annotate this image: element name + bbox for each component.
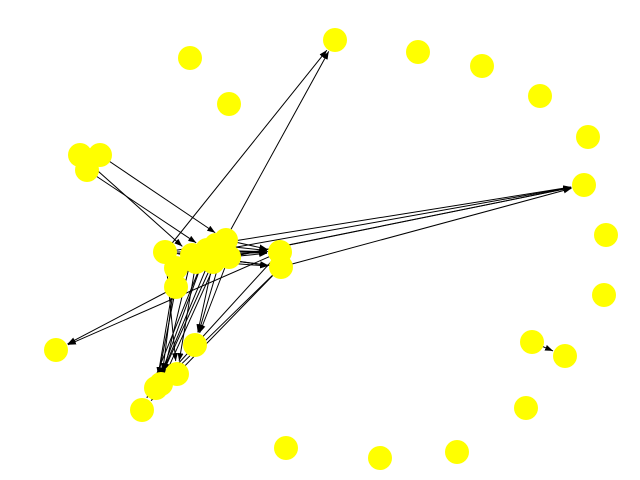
graph-node: [269, 255, 293, 279]
graph-node: [204, 233, 228, 257]
graph-node: [576, 125, 600, 149]
graph-node: [183, 333, 207, 357]
graph-edge: [99, 154, 216, 234]
graph-node: [184, 250, 208, 274]
graph-node: [178, 46, 202, 70]
graph-node: [445, 440, 469, 464]
graph-node: [217, 92, 241, 116]
graph-edge: [164, 251, 281, 379]
graph-edge: [169, 266, 282, 376]
graph-node: [572, 173, 596, 197]
graph-node: [274, 436, 298, 460]
graph-edge: [86, 169, 197, 244]
node-layer: [44, 28, 618, 470]
graph-node: [75, 158, 99, 182]
graph-edge: [191, 185, 572, 256]
graph-edge: [67, 286, 177, 345]
graph-edge: [212, 51, 330, 263]
graph-node: [164, 256, 188, 280]
graph-node: [323, 28, 347, 52]
graph-edge: [162, 254, 193, 372]
graph-edge: [164, 49, 328, 253]
graph-node: [164, 275, 188, 299]
graph-node: [520, 330, 544, 354]
graph-node: [470, 54, 494, 78]
graph-node: [144, 376, 168, 400]
edge-layer: [67, 49, 572, 402]
graph-node: [553, 344, 577, 368]
graph-edge: [157, 286, 177, 376]
graph-edge: [199, 256, 230, 334]
graph-node: [130, 398, 154, 422]
graph-edge: [280, 187, 572, 268]
graph-node: [528, 84, 552, 108]
graph-node: [592, 283, 616, 307]
graph-edge: [160, 261, 214, 377]
graph-node: [406, 40, 430, 64]
graph-node: [594, 223, 618, 247]
graph-node: [44, 338, 68, 362]
graph-node: [368, 446, 392, 470]
graph-edge: [175, 186, 572, 269]
graph-node: [514, 396, 538, 420]
